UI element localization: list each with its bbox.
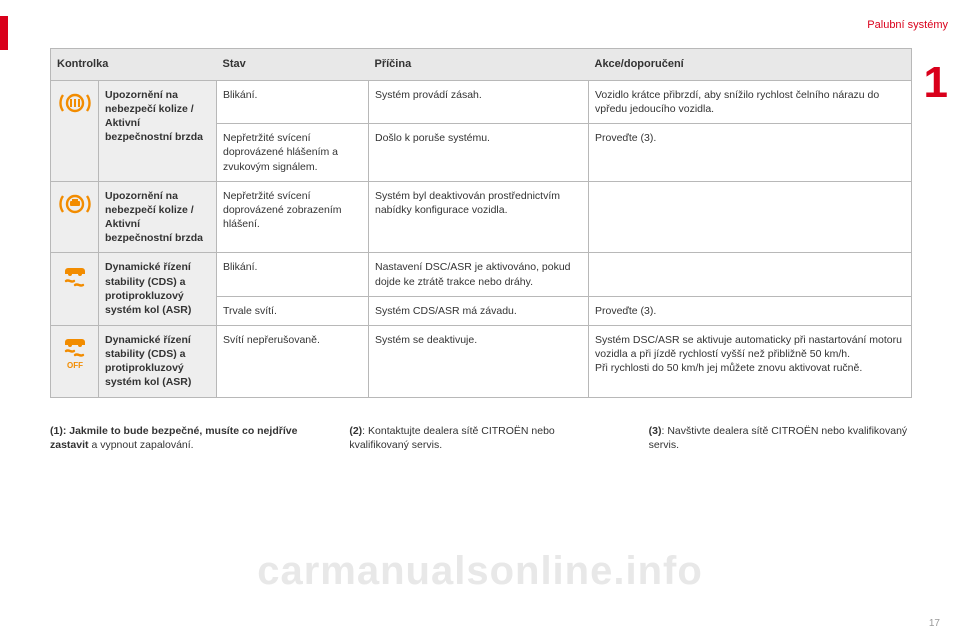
cell-pricina: Došlo k poruše systému. <box>369 124 589 182</box>
indicator-name: Dynamické řízení stability (CDS) a proti… <box>99 253 217 326</box>
watermark-text: carmanualsonline.info <box>257 544 703 598</box>
skid-icon <box>59 263 91 295</box>
indicator-icon-cell <box>51 181 99 253</box>
cell-pricina: Systém provádí zásah. <box>369 80 589 123</box>
page-number: 17 <box>929 617 940 631</box>
chapter-block: Palubní systémy 1 <box>867 18 948 105</box>
footnote-rest: : Kontaktujte dealera sítě CITROËN nebo … <box>349 425 554 451</box>
brake-warning-icon <box>59 192 91 220</box>
footnote-rest: a vypnout zapalování. <box>89 439 194 451</box>
footnote-2: (2): Kontaktujte dealera sítě CITROËN ne… <box>349 424 612 452</box>
footnote-rest: : Navštivte dealera sítě CITROËN nebo kv… <box>649 425 908 451</box>
indicator-icon-cell <box>51 80 99 181</box>
indicator-name: Dynamické řízení stability (CDS) a proti… <box>99 325 217 397</box>
cell-stav: Svítí nepřerušovaně. <box>217 325 369 397</box>
cell-stav: Blikání. <box>217 80 369 123</box>
cell-akce <box>589 253 912 296</box>
cell-stav: Nepřetržité svícení doprovázené zobrazen… <box>217 181 369 253</box>
table-header-row: Kontrolka Stav Příčina Akce/doporučení <box>51 49 912 81</box>
skid-off-icon: OFF <box>59 336 91 374</box>
footnote-1: (1): Jakmile to bude bezpečné, musíte co… <box>50 424 313 452</box>
chapter-title: Palubní systémy <box>867 18 948 33</box>
footnote-lead: (3) <box>649 425 662 437</box>
cell-akce: Proveďte (3). <box>589 296 912 325</box>
table-row: OFF Dynamické řízení stability (CDS) a p… <box>51 325 912 397</box>
cell-pricina: Nastavení DSC/ASR je aktivováno, pokud d… <box>369 253 589 296</box>
indicator-icon-cell <box>51 253 99 326</box>
th-akce: Akce/doporučení <box>589 49 912 81</box>
indicators-table: Kontrolka Stav Příčina Akce/doporučení <box>50 48 912 398</box>
th-kontrolka: Kontrolka <box>51 49 217 81</box>
table-row: Upozornění na nebezpečí kolize / Aktivní… <box>51 181 912 253</box>
side-accent-tab <box>0 16 8 50</box>
cell-pricina: Systém CDS/ASR má závadu. <box>369 296 589 325</box>
cell-pricina: Systém byl deaktivován prostřednictvím n… <box>369 181 589 253</box>
th-pricina: Příčina <box>369 49 589 81</box>
cell-stav: Blikání. <box>217 253 369 296</box>
footnote-3: (3): Navštivte dealera sítě CITROËN nebo… <box>649 424 912 452</box>
cell-akce: Proveďte (3). <box>589 124 912 182</box>
chapter-number: 1 <box>867 61 948 105</box>
cell-akce: Systém DSC/ASR se aktivuje automaticky p… <box>589 325 912 397</box>
table-row: Dynamické řízení stability (CDS) a proti… <box>51 253 912 296</box>
th-stav: Stav <box>217 49 369 81</box>
cell-stav: Nepřetržité svícení doprovázené hlášením… <box>217 124 369 182</box>
footnote-lead: (2) <box>349 425 362 437</box>
table-row: Upozornění na nebezpečí kolize / Aktivní… <box>51 80 912 123</box>
footnotes: (1): Jakmile to bude bezpečné, musíte co… <box>50 424 912 452</box>
cell-akce: Vozidlo krátce přibrzdí, aby snížilo ryc… <box>589 80 912 123</box>
indicator-icon-cell: OFF <box>51 325 99 397</box>
brake-warning-icon <box>59 91 91 119</box>
indicator-name: Upozornění na nebezpečí kolize / Aktivní… <box>99 181 217 253</box>
cell-pricina: Systém se deaktivuje. <box>369 325 589 397</box>
cell-akce <box>589 181 912 253</box>
indicator-name: Upozornění na nebezpečí kolize / Aktivní… <box>99 80 217 181</box>
footnote-lead: (1) <box>50 425 63 437</box>
cell-stav: Trvale svítí. <box>217 296 369 325</box>
svg-text:OFF: OFF <box>67 361 83 370</box>
